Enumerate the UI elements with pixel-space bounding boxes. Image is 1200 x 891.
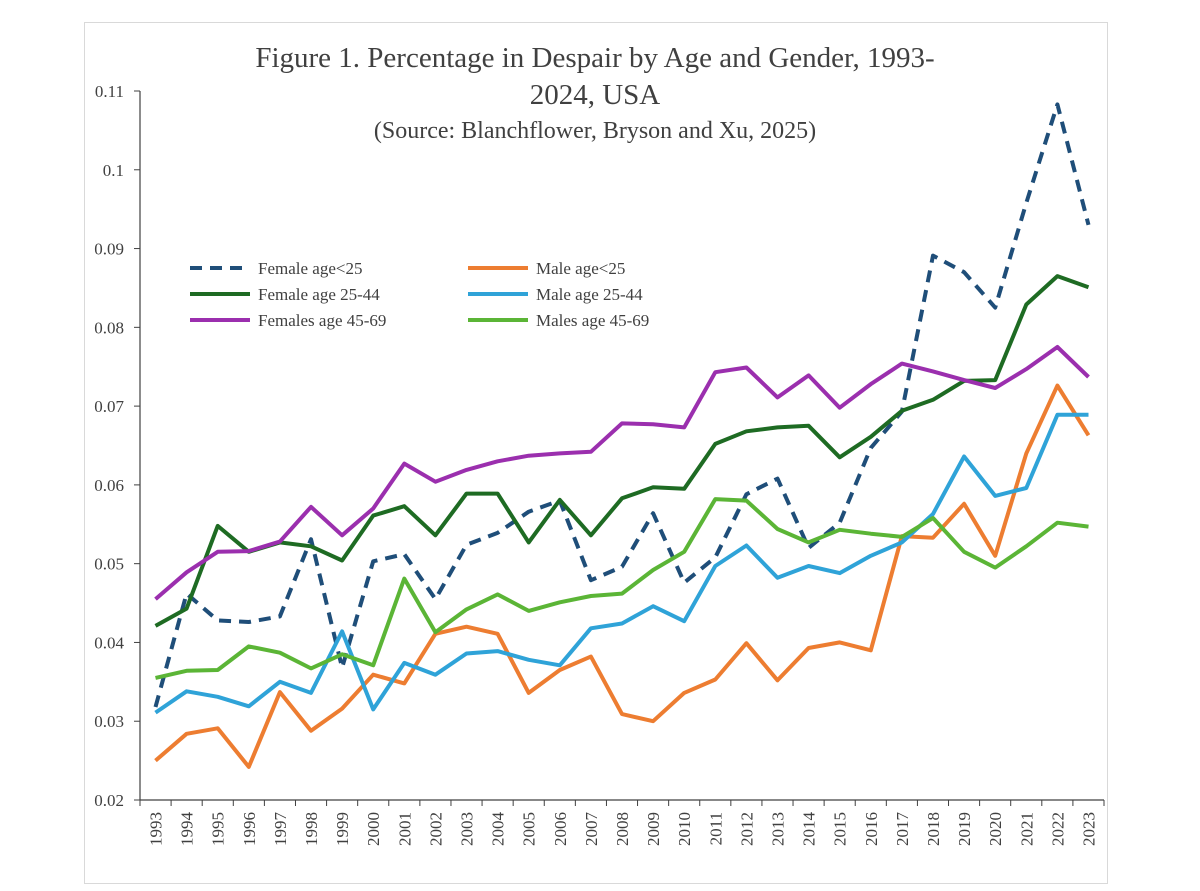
series-line-females-age-45-69 [154,345,1090,601]
series-line-males-age-45-69 [155,497,1089,680]
x-tick-label: 2023 [1079,812,1098,846]
x-tick-label: 1997 [271,812,290,847]
series-line-female-age-25 [153,102,1091,708]
y-tick-label: 0.06 [94,476,124,495]
chart-title-line-1: Figure 1. Percentage in Despair by Age a… [255,42,935,74]
x-tick-label: 2003 [458,812,477,846]
x-tick-label: 2013 [768,812,787,846]
y-tick-label: 0.1 [103,161,124,180]
x-tick-label: 1995 [209,812,228,846]
x-tick-label: 2010 [675,812,694,846]
legend-label: Females age 45-69 [258,311,386,330]
chart-subtitle: (Source: Blanchflower, Bryson and Xu, 20… [373,118,817,144]
x-tick-label: 2015 [831,812,850,846]
x-tick-label: 2012 [737,812,756,846]
y-tick-label: 0.02 [94,791,124,810]
y-tick-label: 0.08 [94,318,124,337]
x-tick-label: 2018 [924,812,943,846]
legend-label: Males age 45-69 [536,311,649,330]
x-tick-label: 2022 [1048,812,1067,846]
x-tick-label: 2009 [644,812,663,846]
x-tick-label: 2007 [582,812,601,847]
chart-title: Figure 1. Percentage in Despair by Age a… [150,40,1040,114]
x-tick-label: 2004 [489,812,508,847]
legend-label: Male age<25 [536,259,625,278]
x-tick-label: 1999 [333,812,352,846]
x-tick-label: 2005 [520,812,539,846]
chart-frame [84,22,1108,884]
axes: 0.11 0.1 0.09 0.08 0.07 0.06 0.05 0.04 0.03 0.02 1… [94,82,1105,847]
x-tick-label: 1996 [240,812,259,846]
legend-label: Male age 25-44 [536,285,643,304]
x-tick-label: 2008 [613,812,632,846]
y-tick-label: 0.05 [94,555,124,574]
y-tick-label: 0.04 [94,633,124,652]
chart-title-line-2: 2024, USA [529,79,661,111]
x-tick-label: 1993 [147,812,166,846]
x-tick-label: 2016 [862,812,881,846]
series-layer [153,102,1091,769]
x-tick-label: 2006 [551,812,570,846]
series-line-male-age-25-44 [154,412,1089,715]
x-tick-label: 2014 [800,812,819,847]
y-tick-label: 0.03 [94,712,124,731]
y-tick-label: 0.11 [95,82,124,101]
x-tick-label: 2020 [986,812,1005,846]
x-tick-label: 1994 [178,812,197,847]
x-tick-label: 1998 [302,812,321,846]
x-tick-label: 2019 [955,812,974,846]
series-line-female-age-25-44 [154,274,1090,628]
legend-label: Female age 25-44 [258,285,380,304]
legend-label: Female age<25 [258,259,362,278]
x-tick-label: 2011 [706,812,725,845]
x-tick-label: 2000 [364,812,383,846]
x-tick-label: 2021 [1017,812,1036,846]
legend: Female age<25 Male age<25 Female age 25-44… [190,259,649,330]
x-tick-label: 2001 [395,812,414,846]
y-tick-label: 0.09 [94,240,124,259]
x-tick-label: 2002 [426,812,445,846]
series-line-male-age-25 [154,383,1091,769]
y-tick-label: 0.07 [94,397,124,416]
x-tick-label: 2017 [893,812,912,847]
